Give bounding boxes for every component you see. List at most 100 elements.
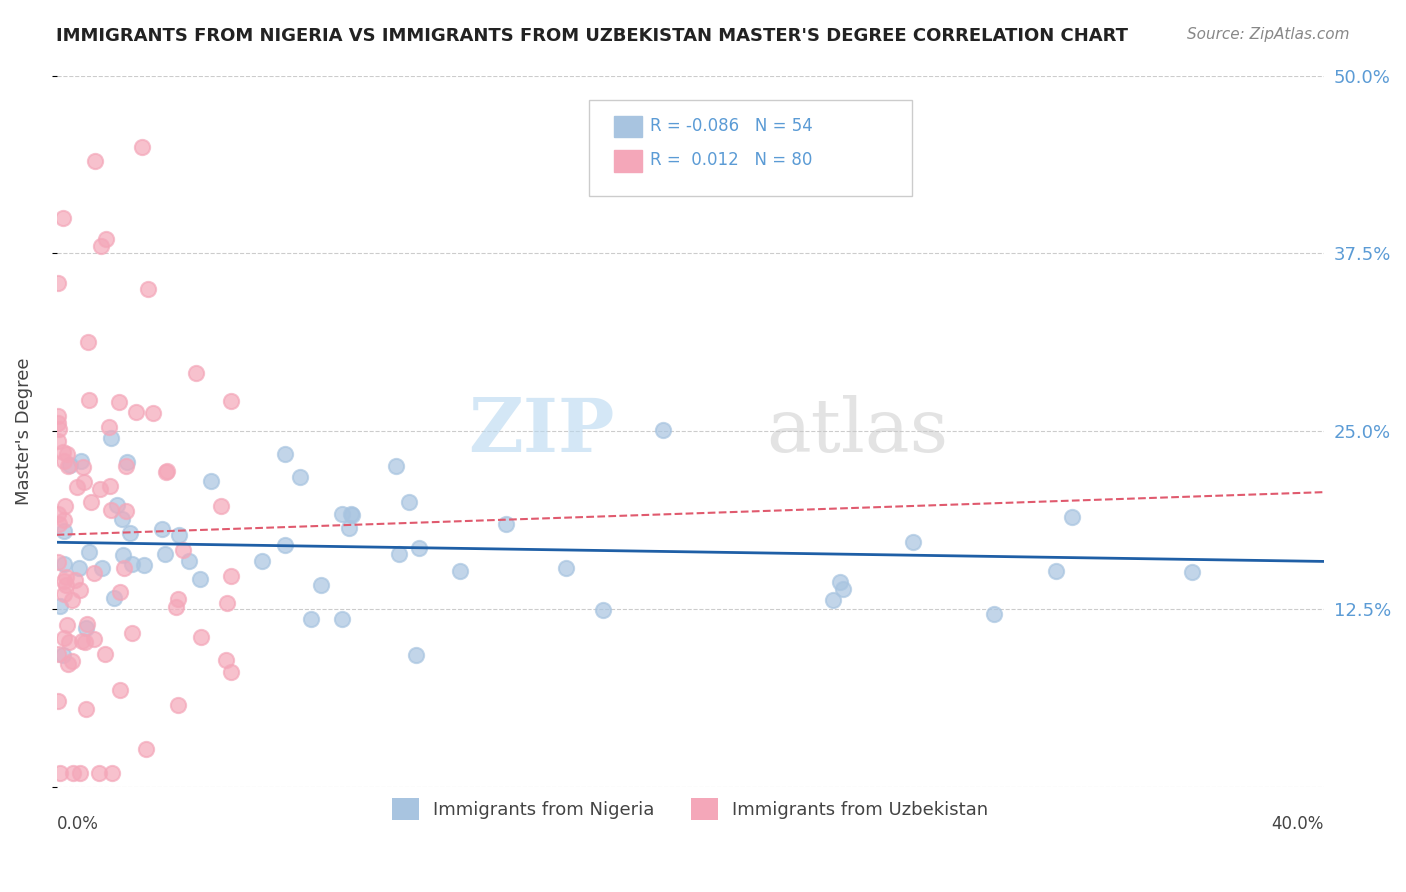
Point [592,603,614,617]
Point [63,573,86,587]
Point [405,648,427,662]
Point [131,139,153,153]
Point [184,367,207,381]
Point [48,422,70,436]
Point [1060,510,1083,524]
Point [48,517,70,532]
Point [342,508,364,522]
Point [190,572,212,586]
Point [73,475,96,489]
Point [115,459,138,474]
Point [1181,566,1204,580]
Point [408,541,430,555]
Point [200,475,222,489]
Text: Source: ZipAtlas.com: Source: ZipAtlas.com [1187,27,1350,42]
Point [94,648,117,662]
Point [60,655,83,669]
Point [76,617,98,632]
Point [153,547,176,561]
Point [121,557,143,571]
Point [215,596,238,610]
Point [177,554,200,568]
Y-axis label: Master's Degree: Master's Degree [15,358,32,505]
Point [111,512,134,526]
Point [72,459,94,474]
Point [309,578,332,592]
Point [70,633,93,648]
Point [330,612,353,626]
Point [100,503,122,517]
Text: atlas: atlas [766,395,949,467]
Point [101,765,124,780]
Point [111,548,134,562]
Point [166,698,188,712]
Point [52,648,75,662]
Point [53,631,76,645]
Point [49,765,72,780]
Point [75,621,97,635]
Point [901,535,924,549]
Point [274,447,297,461]
Point [46,555,69,569]
Point [103,591,125,605]
Point [56,447,79,461]
Point [55,578,77,592]
Point [136,282,159,296]
Point [80,494,103,508]
Point [52,574,75,589]
Point [52,445,75,459]
Bar [614,116,643,137]
Point [46,694,69,708]
Point [384,458,406,473]
Point [290,470,312,484]
Point [156,464,179,478]
Point [554,560,576,574]
Point [59,458,82,472]
Point [150,522,173,536]
Point [53,587,76,601]
Point [58,634,80,648]
Point [388,547,411,561]
Point [330,507,353,521]
Point [115,455,138,469]
Point [70,454,93,468]
Point [652,423,675,437]
Point [69,583,91,598]
Point [98,479,121,493]
Point [46,647,69,661]
Point [166,599,188,614]
Point [91,561,114,575]
Point [55,618,77,632]
Point [60,593,83,607]
Point [52,557,75,571]
Point [219,665,242,680]
Point [46,416,69,430]
Point [821,593,844,607]
Point [135,741,157,756]
Point [58,657,80,671]
Point [398,495,420,509]
Point [132,558,155,572]
Point [46,434,69,449]
Text: ZIP: ZIP [468,395,614,467]
Point [75,634,97,648]
Point [219,393,242,408]
Point [77,545,100,559]
Point [209,499,232,513]
Point [141,406,163,420]
Bar [614,150,643,171]
Point [52,211,75,225]
Point [83,566,105,580]
Point [46,277,69,291]
Point [87,765,110,780]
Point [299,612,322,626]
Point [983,607,1005,622]
Point [215,653,238,667]
Point [124,405,146,419]
Point [107,394,129,409]
Text: R =  0.012   N = 80: R = 0.012 N = 80 [650,151,813,169]
Point [62,765,84,780]
Point [69,765,91,780]
Point [105,499,128,513]
Point [273,538,295,552]
